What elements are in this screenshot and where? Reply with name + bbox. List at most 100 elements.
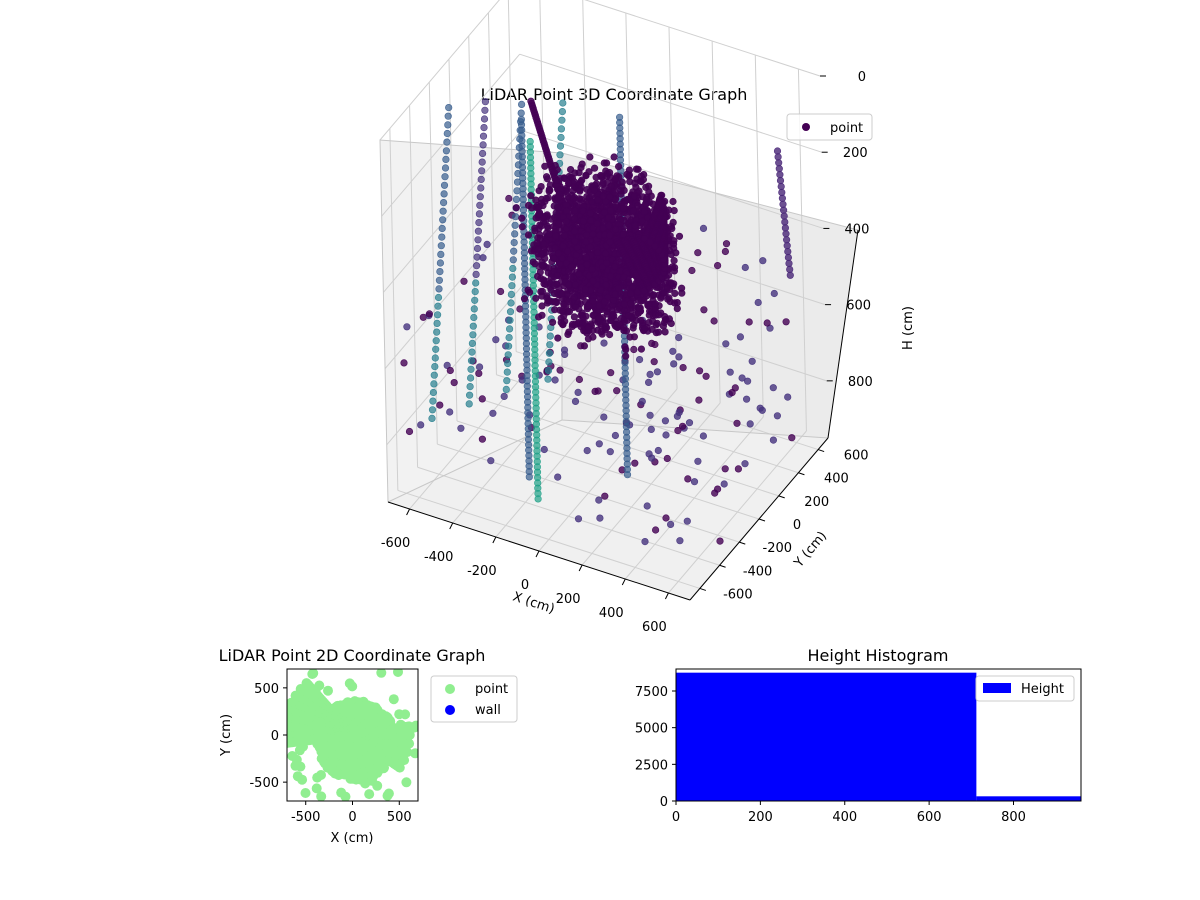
legend-3d-marker xyxy=(802,123,810,131)
point-3d xyxy=(622,352,630,360)
x-tick-label-2d: 0 xyxy=(348,810,356,825)
point-3d xyxy=(611,263,619,271)
point-3d xyxy=(570,178,578,186)
point-3d xyxy=(623,170,631,178)
point-3d xyxy=(444,112,452,120)
point-3d xyxy=(651,300,660,308)
grid-line-3d xyxy=(515,351,819,451)
point-3d xyxy=(562,218,570,226)
point-3d xyxy=(650,358,658,366)
point-3d xyxy=(601,298,609,306)
hist-bars xyxy=(676,672,1081,801)
point-3d xyxy=(611,431,620,440)
point-3d xyxy=(473,244,482,253)
point-3d xyxy=(505,342,513,350)
point-3d xyxy=(612,175,620,183)
legend-3d: point xyxy=(786,113,873,141)
point-3d xyxy=(479,149,487,158)
y-tick-mark-3d xyxy=(719,564,726,568)
grid-line-3d xyxy=(397,489,701,589)
point-3d xyxy=(586,153,594,161)
point-2d xyxy=(401,777,412,788)
point-3d xyxy=(440,190,448,198)
point-3d xyxy=(594,387,602,395)
point-3d xyxy=(668,225,676,233)
point-3d xyxy=(651,526,660,534)
point-3d xyxy=(613,306,621,314)
point-3d xyxy=(589,333,597,341)
point-3d xyxy=(716,537,724,545)
x-tick-label-3d: -600 xyxy=(381,536,411,551)
point-2d xyxy=(287,712,293,722)
point-3d xyxy=(586,209,594,217)
point-3d xyxy=(536,221,544,229)
point-2d xyxy=(308,669,319,679)
point-3d xyxy=(574,515,583,523)
point-3d xyxy=(607,369,615,377)
x-tick-label-3d: -200 xyxy=(467,564,497,579)
point-3d xyxy=(663,454,671,463)
point-3d xyxy=(738,374,746,382)
point-2d xyxy=(305,707,316,718)
point-3d xyxy=(558,254,566,262)
point-3d xyxy=(446,408,454,416)
x-tick-label-hist: 0 xyxy=(672,810,680,825)
y-tick-mark-3d xyxy=(758,518,766,522)
point-3d xyxy=(673,299,681,307)
point-2d xyxy=(341,698,352,709)
point-3d xyxy=(478,158,486,166)
point-3d xyxy=(786,265,794,274)
y-axis-label-2d: Y (cm) xyxy=(219,714,234,757)
point-3d xyxy=(457,424,465,432)
point-3d xyxy=(775,159,783,167)
point-3d xyxy=(469,331,477,339)
point-3d xyxy=(400,359,408,367)
point-3d xyxy=(597,171,605,180)
point-3d xyxy=(513,187,521,195)
point-3d xyxy=(781,224,790,232)
point-3d xyxy=(605,222,613,230)
point-3d xyxy=(435,276,444,284)
point-3d xyxy=(403,323,411,331)
point-3d xyxy=(773,147,782,155)
point-3d xyxy=(601,492,609,500)
point-3d xyxy=(782,318,790,326)
point-3d xyxy=(551,376,559,384)
point-3d xyxy=(477,184,485,192)
point-3d xyxy=(478,395,486,403)
y-tick-label-3d: 600 xyxy=(844,449,869,464)
point-3d xyxy=(542,173,551,181)
point-3d xyxy=(773,412,782,420)
point-3d xyxy=(570,313,579,321)
x-ticks-3d: -600 -400 -200 0 200 400 600 xyxy=(381,508,669,635)
grid-line-3d xyxy=(386,282,526,446)
point-3d xyxy=(645,319,653,327)
point-3d xyxy=(560,346,569,354)
point-3d xyxy=(643,502,651,510)
point-3d xyxy=(770,289,778,298)
point-3d xyxy=(721,465,729,473)
legend-3d-box xyxy=(786,113,873,141)
point-3d xyxy=(615,320,623,328)
point-3d xyxy=(769,384,777,392)
point-3d xyxy=(542,277,550,285)
z-tick-label-3d: 200 xyxy=(843,146,868,161)
point-3d xyxy=(436,259,445,267)
point-3d xyxy=(666,520,675,529)
point-3d xyxy=(492,336,500,344)
point-3d xyxy=(673,305,681,313)
point-2d xyxy=(292,771,303,782)
point-3d xyxy=(640,208,648,216)
point-3d xyxy=(678,422,687,430)
point-3d xyxy=(429,388,438,397)
point-3d xyxy=(745,318,753,326)
point-2d xyxy=(404,738,415,749)
point-2d xyxy=(291,754,302,765)
legend-3d-label: point xyxy=(830,121,863,136)
point-3d xyxy=(506,308,515,316)
point-2d xyxy=(311,783,322,794)
point-3d xyxy=(434,311,442,319)
point-3d xyxy=(586,243,594,251)
point-3d xyxy=(417,421,425,429)
grid-line-3d xyxy=(468,35,478,398)
